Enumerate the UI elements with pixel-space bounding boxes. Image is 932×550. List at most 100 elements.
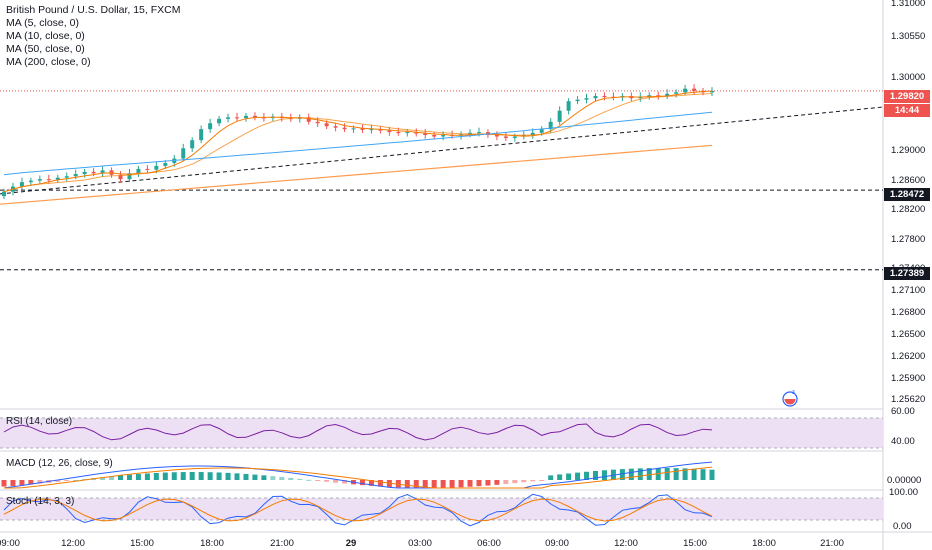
price-tick-label: 1.31000 [891, 0, 926, 9]
candle-body [360, 128, 365, 130]
rsi-label[interactable]: RSI (14, close) [6, 416, 73, 427]
candle-body [441, 135, 446, 137]
macd-histogram-bar [467, 480, 473, 487]
macd-histogram-bar [709, 469, 715, 480]
macd-histogram-bar [682, 468, 688, 480]
stoch-band [0, 498, 883, 520]
candle-body [82, 171, 87, 175]
macd-histogram-bar [476, 480, 482, 487]
price-tick-label: 1.25620 [891, 394, 926, 405]
macd-histogram-bar [530, 480, 536, 482]
rsi-tick-60: 60.00 [891, 406, 915, 417]
candle-body [476, 132, 481, 134]
macd-histogram-bar [377, 480, 383, 487]
candle-body [656, 95, 661, 97]
macd-histogram-bar [37, 480, 43, 484]
macd-histogram-bar [234, 473, 240, 480]
candle-body [584, 98, 589, 100]
price-tick-label: 1.29000 [891, 145, 926, 157]
time-tick-label: 15:00 [683, 538, 707, 549]
candle-body [710, 90, 714, 93]
time-tick-label: 03:00 [408, 538, 432, 549]
macd-histogram-bar [691, 468, 697, 480]
candle-body [28, 180, 33, 183]
candle-body [575, 99, 580, 102]
macd-histogram-bar [359, 480, 365, 486]
tradingview-logo-icon: 3 [781, 389, 799, 407]
macd-histogram-bar [162, 472, 168, 480]
macd-histogram-bar [252, 474, 258, 480]
macd-histogram-bar [342, 480, 348, 484]
price-tick-label: 1.30550 [891, 31, 926, 43]
macd-histogram-bar [557, 474, 563, 480]
stoch-label[interactable]: Stoch (14, 3, 3) [6, 496, 75, 507]
macd-histogram-bar [584, 471, 590, 480]
candle-body [208, 123, 213, 130]
macd-histogram-bar [261, 475, 267, 480]
macd-line [3, 461, 713, 489]
candle-body [324, 123, 329, 127]
macd-histogram-bar [619, 469, 625, 480]
price-tick-label: 1.25900 [891, 373, 926, 385]
candle-body [432, 135, 437, 137]
symbol-title[interactable]: British Pound / U.S. Dollar, 15, FXCM [6, 4, 181, 16]
ma10-line [3, 93, 713, 193]
ma5-line [3, 90, 713, 193]
candle-body [154, 165, 159, 170]
countdown-tag: 14:44 [884, 104, 930, 117]
price-tick-label: 1.30000 [891, 71, 926, 83]
candle-body [46, 179, 51, 181]
candle-body [494, 135, 499, 137]
candle-body [136, 168, 141, 174]
candle-body [351, 128, 356, 130]
candle-body [306, 117, 311, 122]
candle-body [333, 126, 338, 128]
macd-tick-0: 0.00000 [887, 475, 922, 486]
macd-histogram-bar [270, 476, 276, 480]
time-tick-label: 15:00 [130, 538, 154, 549]
macd-histogram-bar [503, 480, 509, 484]
macd-histogram-bar [126, 474, 132, 480]
macd-histogram-bar [135, 474, 141, 480]
macd-histogram-bar [575, 472, 581, 480]
candle-body [243, 115, 248, 119]
macd-histogram-bar [225, 472, 231, 480]
level-tag-1: 1.28472 [884, 188, 930, 201]
ma10-label[interactable]: MA (10, close, 0) [6, 30, 85, 42]
ma200-label[interactable]: MA (200, close, 0) [6, 56, 91, 68]
macd-histogram-bar [422, 480, 428, 488]
candle-body [100, 170, 105, 174]
candle-body [683, 88, 688, 93]
macd-histogram-bar [55, 480, 61, 482]
candle-body [181, 148, 186, 159]
ma5-label[interactable]: MA (5, close, 0) [6, 17, 79, 29]
svg-text:3: 3 [792, 390, 795, 396]
candle-body [369, 129, 374, 131]
candle-body [2, 191, 6, 197]
candle-body [405, 132, 410, 134]
macd-histogram-bar [73, 480, 79, 481]
candle-body [566, 101, 571, 111]
candle-body [55, 177, 60, 180]
macd-histogram-bar [10, 480, 16, 486]
ma50-label[interactable]: MA (50, close, 0) [6, 43, 85, 55]
macd-histogram-bar [324, 480, 330, 482]
candle-body [414, 132, 419, 134]
macd-histogram-bar [198, 472, 204, 480]
macd-histogram-bar [601, 470, 607, 480]
time-tick-label: 18:00 [752, 538, 776, 549]
candle-body [235, 117, 240, 119]
candle-body [396, 132, 401, 134]
macd-label[interactable]: MACD (12, 26, close, 9) [6, 458, 113, 469]
time-tick-label: 09:00 [545, 538, 569, 549]
macd-signal-line [4, 466, 713, 489]
candle-body [593, 96, 598, 99]
candle-body [226, 117, 231, 119]
macd-histogram-bar [144, 473, 150, 480]
macd-histogram-bar [637, 468, 643, 480]
candle-body [647, 95, 652, 97]
candle-body [127, 173, 132, 180]
candle-body [342, 127, 347, 130]
macd-histogram-bar [700, 469, 706, 480]
